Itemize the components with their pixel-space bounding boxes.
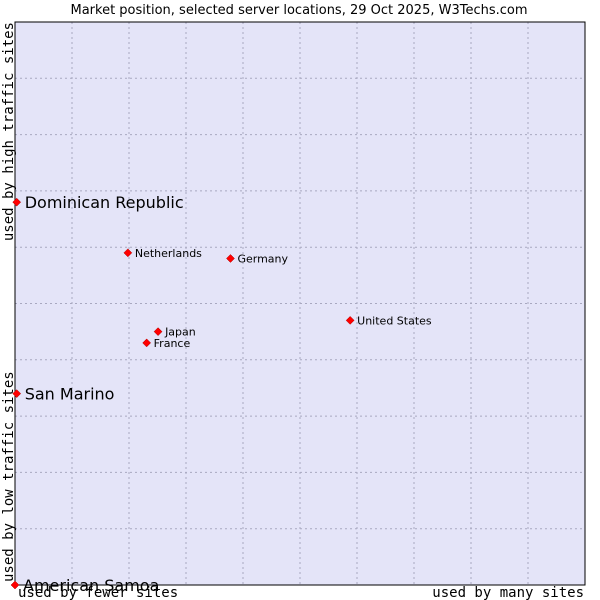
point-label-germany: Germany [237,252,288,265]
point-label-san-marino: San Marino [25,385,115,404]
plot-border [14,21,586,586]
point-label-american-samoa: American Samoa [23,576,159,595]
point-marker-netherlands [123,248,133,258]
y-axis-label-top: used by high traffic sites [1,22,17,241]
x-axis-label-right: used by many sites [432,585,584,600]
point-marker-france [142,338,152,348]
point-marker-san-marino [12,389,22,398]
chart-title: Market position, selected server locatio… [70,3,527,18]
point-label-netherlands: Netherlands [135,247,202,260]
point-marker-american-samoa [10,580,20,590]
y-axis-label-bottom: used by low traffic sites [1,371,17,582]
point-marker-united-states [345,316,355,325]
point-label-united-states: United States [357,314,432,327]
point-label-dominican-republic: Dominican Republic [25,193,184,212]
x-axis-label-left: used by fewer sites [18,585,178,600]
point-label-japan: Japan [164,326,196,339]
grid-lines [15,22,585,585]
point-marker-germany [226,254,235,263]
point-marker-japan [153,327,163,337]
point-marker-dominican-republic [12,197,22,207]
point-label-france: France [154,337,191,350]
data-points: Dominican Republic Netherlands Germany Unit… [10,193,432,595]
